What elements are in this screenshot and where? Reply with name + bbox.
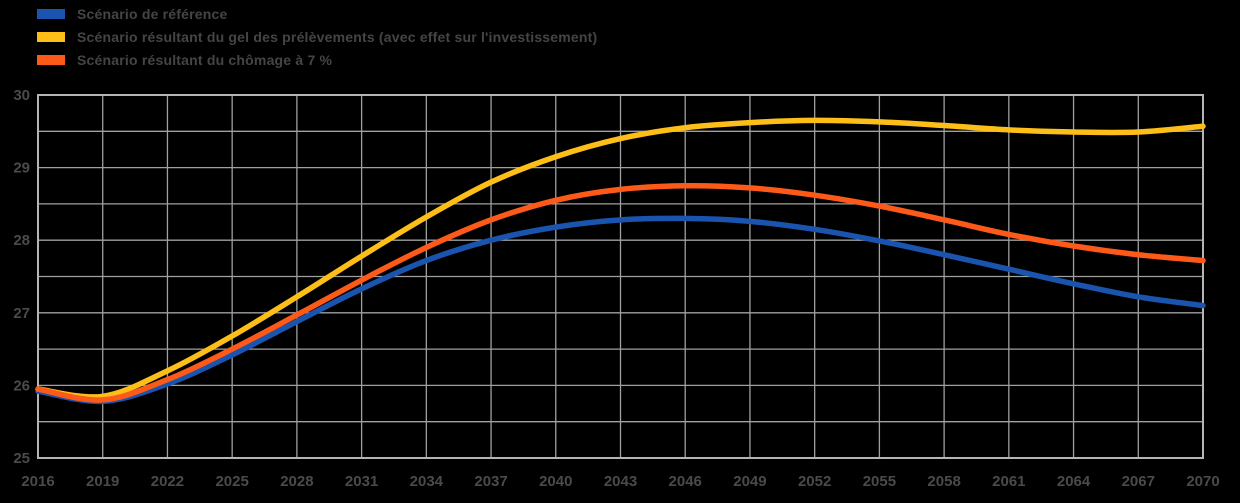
x-tick-label: 2070 [1186,473,1219,490]
x-tick-label: 2067 [1122,473,1155,490]
legend-swatch-yellow [37,31,65,42]
legend-swatch-orange [37,54,65,65]
y-axis-labels: 25 26 27 28 29 30 [13,87,30,467]
x-tick-label: 2040 [539,473,572,490]
legend-label-chomage: Scénario résultant du chômage à 7 % [77,51,333,68]
x-tick-label: 2034 [410,473,444,490]
y-tick-label: 30 [13,87,30,104]
x-tick-label: 2061 [992,473,1025,490]
y-tick-label: 27 [13,305,30,322]
x-axis-labels: 2016 2019 2022 2025 2028 2031 2034 2037 2040 2043… [21,473,1219,490]
series-line-chomage [35,182,1206,403]
legend-label-gel-prelevements: Scénario résultant du gel des prélèvemen… [77,28,598,45]
x-tick-label: 2016 [21,473,54,490]
x-tick-label: 2052 [798,473,831,490]
x-tick-label: 2025 [215,473,248,490]
x-tick-label: 2028 [280,473,313,490]
x-tick-label: 2055 [863,473,896,490]
x-tick-label: 2049 [733,473,766,490]
series-line-gel-prelevements [35,117,1206,400]
legend-item-gel-prelevements: Scénario résultant du gel des prélèvemen… [37,28,598,45]
y-tick-label: 26 [13,377,30,394]
chart-legend: Scénario de référence Scénario résultant… [37,5,598,68]
plot-border [37,94,1204,459]
x-tick-label: 2037 [474,473,507,490]
x-tick-label: 2022 [151,473,184,490]
x-tick-label: 2019 [86,473,119,490]
x-tick-label: 2046 [669,473,702,490]
legend-label-reference: Scénario de référence [77,5,228,22]
x-tick-label: 2031 [345,473,378,490]
y-tick-label: 29 [13,160,30,177]
legend-swatch-blue [37,8,65,19]
y-tick-label: 28 [13,232,30,249]
x-tick-label: 2058 [927,473,960,490]
y-tick-label: 25 [13,450,30,467]
grid-lines [37,94,1204,459]
series-line-reference [35,215,1206,405]
legend-item-reference: Scénario de référence [37,5,597,22]
x-tick-label: 2043 [604,473,637,490]
x-tick-label: 2064 [1057,473,1091,490]
legend-item-chomage: Scénario résultant du chômage à 7 % [37,51,597,68]
